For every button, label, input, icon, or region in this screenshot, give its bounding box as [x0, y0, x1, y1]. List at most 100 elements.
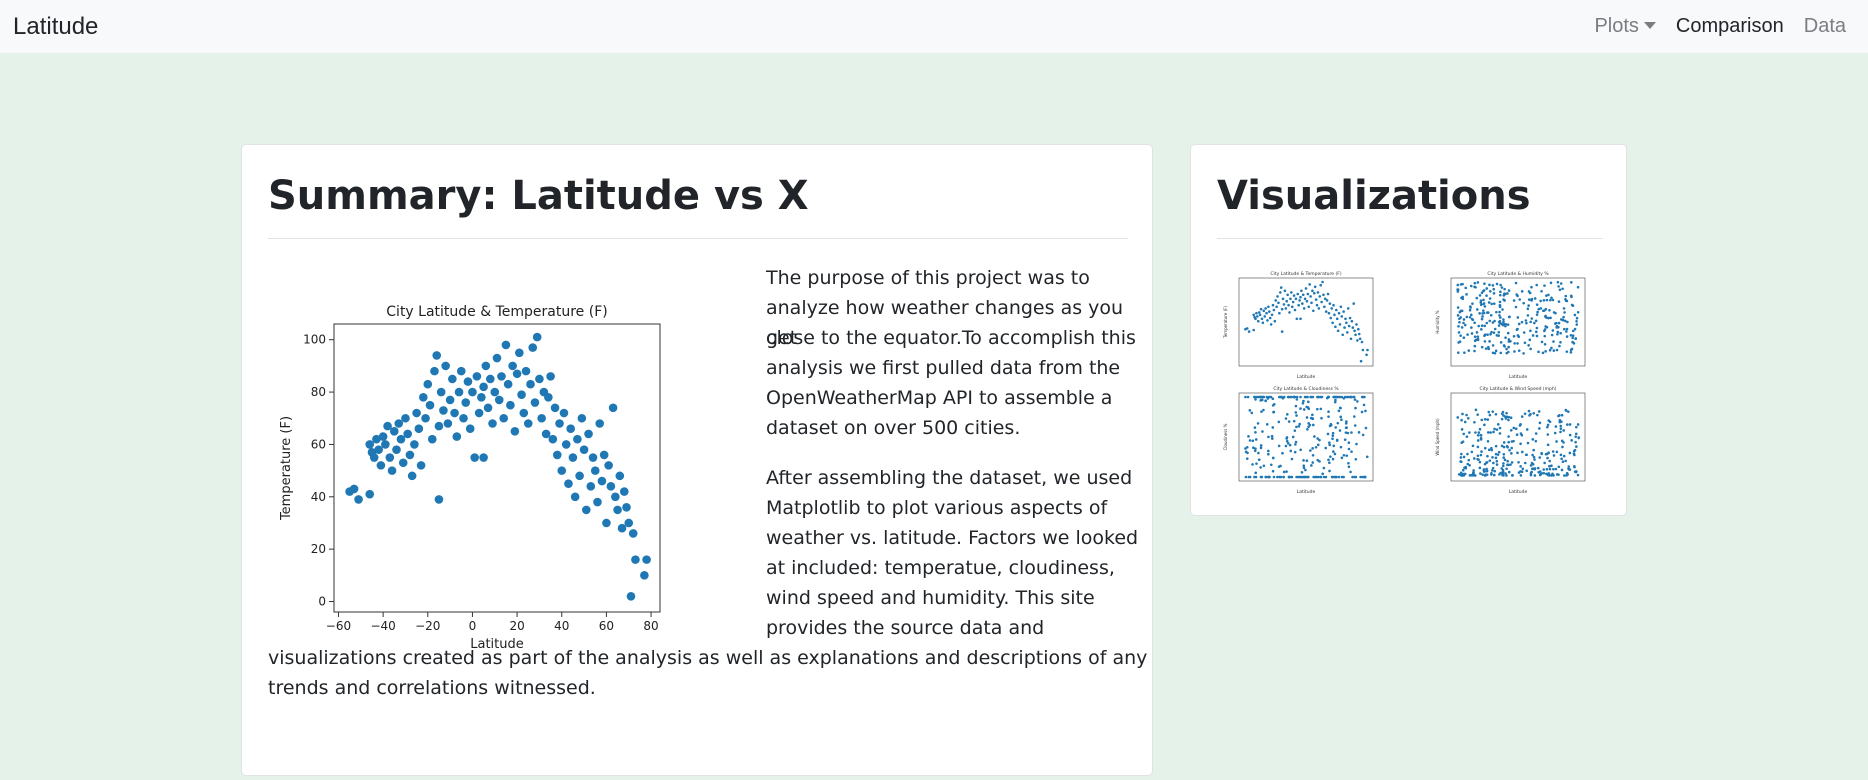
thumb-point — [1549, 298, 1552, 302]
thumb-point — [1359, 475, 1362, 479]
thumb-cloudiness-chart[interactable]: City Latitude & Cloudiness % Latitude Clou… — [1217, 383, 1379, 495]
thumb-point — [1480, 450, 1483, 453]
thumb-point — [1270, 313, 1274, 317]
thumb-point — [1477, 324, 1481, 328]
thumb-point — [1575, 470, 1578, 473]
thumb-point — [1245, 457, 1249, 460]
data-point — [389, 427, 399, 436]
thumb-point — [1559, 427, 1563, 430]
thumb-point — [1462, 432, 1466, 436]
data-point — [374, 445, 383, 454]
thumb-point — [1554, 322, 1557, 325]
thumb-point — [1532, 448, 1535, 452]
thumb-wind-chart[interactable]: City Latitude & Wind Speed (mph) Latitude… — [1429, 383, 1591, 495]
thumb-point — [1534, 330, 1538, 334]
plots-dropdown[interactable]: Plots — [1584, 15, 1665, 38]
thumb-point — [1488, 413, 1492, 417]
thumb-point — [1318, 460, 1321, 463]
thumb-point — [1495, 428, 1499, 431]
thumb-point — [1300, 471, 1304, 474]
thumb-point — [1300, 289, 1303, 293]
thumb-point — [1264, 307, 1267, 310]
thumb-point — [1459, 452, 1463, 456]
thumb-point — [1256, 315, 1259, 318]
data-point — [582, 505, 591, 515]
thumb-point — [1486, 418, 1490, 421]
thumb-point — [1497, 450, 1501, 454]
thumb-point — [1343, 326, 1346, 329]
thumb-point — [1268, 475, 1271, 479]
thumb-point — [1256, 319, 1260, 323]
thumb-point — [1465, 413, 1468, 417]
thumb-point — [1569, 348, 1573, 352]
thumb-point — [1312, 475, 1315, 479]
thumb-point — [1485, 467, 1488, 471]
data-point — [427, 434, 437, 444]
thumb-point — [1567, 467, 1570, 470]
thumb-point — [1574, 440, 1577, 444]
thumb-point — [1354, 333, 1357, 337]
thumb-point — [1564, 459, 1567, 463]
data-point — [416, 461, 426, 470]
thumb-point — [1320, 300, 1323, 304]
thumb-point — [1482, 468, 1486, 471]
thumb-point — [1331, 431, 1335, 435]
thumb-point — [1548, 459, 1551, 463]
thumb-point — [1539, 299, 1542, 303]
thumb-point — [1462, 455, 1466, 459]
thumb-point — [1327, 410, 1330, 414]
comparison-link[interactable]: Comparison — [1675, 15, 1784, 37]
thumb-point — [1486, 311, 1490, 314]
thumb-point — [1490, 302, 1493, 306]
thumb-point — [1473, 344, 1477, 348]
paragraph-line: wind speed and humidity. This site — [766, 587, 1095, 609]
thumb-point — [1465, 293, 1468, 296]
thumb-point — [1464, 286, 1468, 290]
data-point — [445, 395, 455, 405]
thumb-point — [1485, 287, 1489, 290]
thumb-point — [1470, 326, 1473, 329]
thumb-point — [1517, 349, 1521, 352]
data-point — [497, 372, 506, 381]
thumb-point — [1308, 283, 1311, 286]
thumb-point — [1552, 340, 1555, 343]
data-point — [517, 390, 526, 399]
thumb-point — [1482, 289, 1485, 293]
thumb-point — [1535, 326, 1539, 330]
x-axis-label: Latitude — [470, 637, 524, 650]
thumb-point — [1571, 340, 1574, 344]
thumb-point — [1468, 308, 1472, 312]
thumb-humidity-chart[interactable]: City Latitude & Humidity % Latitude Humidi… — [1429, 268, 1591, 380]
thumb-point — [1461, 468, 1465, 472]
data-point — [439, 406, 448, 415]
brand-link[interactable]: Latitude — [13, 12, 99, 40]
data-link[interactable]: Data — [1803, 15, 1846, 37]
thumb-point — [1471, 444, 1475, 448]
thumb-point — [1329, 423, 1333, 427]
thumb-point — [1530, 297, 1534, 301]
thumb-point — [1557, 285, 1560, 288]
thumb-point — [1350, 431, 1353, 434]
thumb-point — [1457, 341, 1460, 344]
thumb-point — [1272, 475, 1276, 479]
thumb-point — [1257, 458, 1261, 462]
thumb-point — [1295, 317, 1299, 321]
thumb-point — [1278, 311, 1281, 315]
thumb-point — [1329, 455, 1332, 458]
thumb-point — [1507, 338, 1511, 341]
data-point — [519, 408, 529, 418]
thumb-point — [1464, 466, 1468, 470]
thumb-point — [1495, 459, 1499, 463]
thumb-point — [1317, 307, 1321, 310]
thumb-point — [1254, 471, 1258, 475]
thumb-point — [1322, 475, 1326, 479]
thumb-point — [1459, 309, 1463, 313]
thumb-point — [1507, 315, 1511, 319]
thumb-point — [1483, 282, 1486, 285]
data-point — [387, 466, 397, 475]
thumb-temperature-chart[interactable]: City Latitude & Temperature (F) Latitude T… — [1217, 268, 1379, 380]
thumb-point — [1319, 283, 1322, 287]
data-point — [619, 487, 629, 496]
thumb-point — [1538, 473, 1542, 477]
data-point — [577, 413, 587, 423]
